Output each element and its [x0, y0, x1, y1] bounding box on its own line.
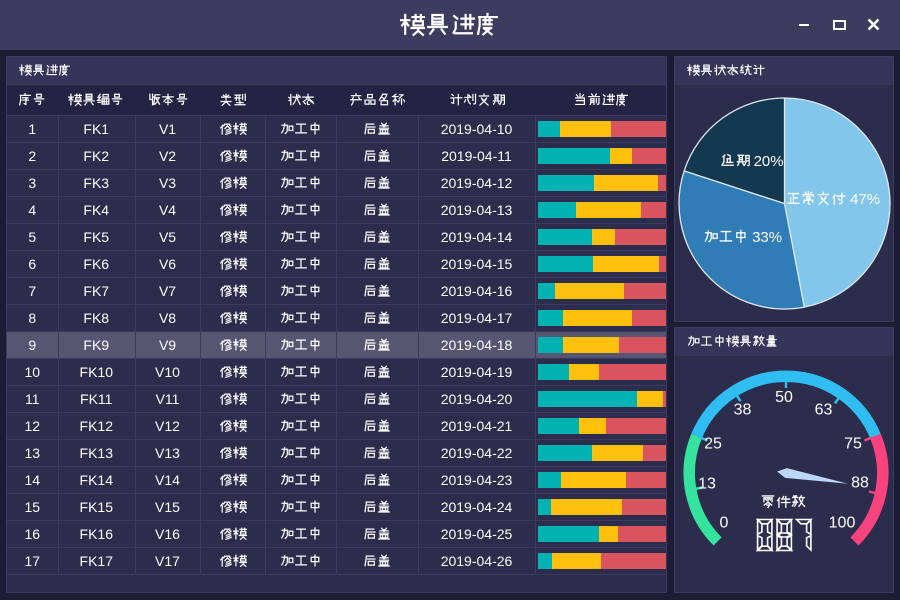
svg-text:63: 63	[815, 402, 833, 419]
svg-text:75: 75	[844, 436, 862, 453]
svg-text:50: 50	[775, 389, 793, 406]
svg-text:13: 13	[698, 476, 716, 493]
svg-text:38: 38	[734, 402, 752, 419]
svg-text:100: 100	[829, 515, 856, 532]
svg-text:0: 0	[720, 515, 729, 532]
svg-text:25: 25	[704, 436, 722, 453]
svg-text:88: 88	[851, 475, 869, 492]
